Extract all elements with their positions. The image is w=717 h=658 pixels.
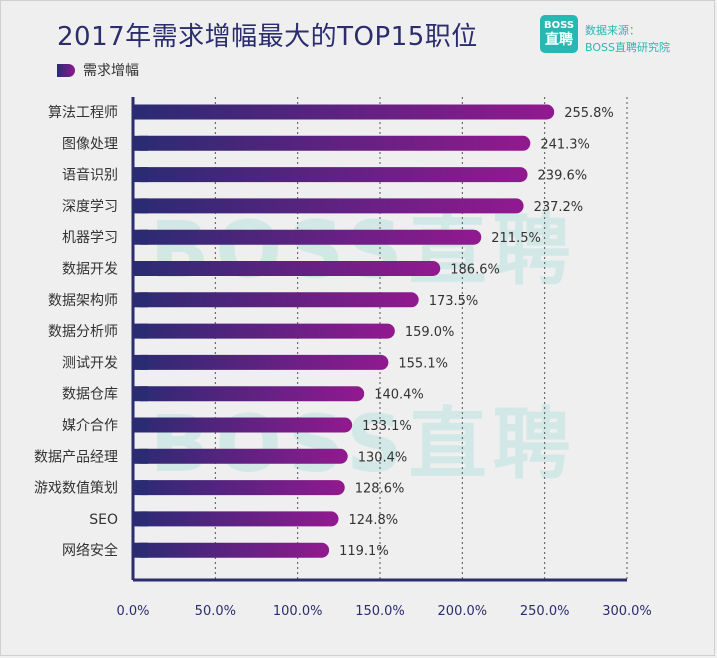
category-label: 数据开发 — [62, 262, 118, 278]
category-label: 数据仓库 — [62, 387, 118, 403]
bar-base — [133, 198, 148, 214]
bar — [133, 511, 339, 527]
x-tick-label: 150.0% — [355, 604, 405, 619]
value-label: 133.1% — [362, 419, 412, 434]
bar — [133, 354, 389, 370]
bar-base — [133, 167, 148, 183]
bar — [133, 261, 441, 276]
watermark-top: BOSS直聘 — [150, 206, 577, 296]
value-label: 237.2% — [534, 200, 584, 215]
category-label: 游戏数值策划 — [34, 480, 118, 497]
data-source: 数据来源： BOSS直聘研究院 — [585, 22, 670, 56]
bar-base — [133, 542, 148, 558]
bar — [133, 386, 365, 402]
value-label: 128.6% — [355, 482, 405, 497]
x-tick-label: 0.0% — [116, 604, 149, 619]
category-label: 媒介合作 — [62, 418, 118, 434]
watermark-bottom: BOSS直聘 — [150, 400, 577, 490]
category-label: SEO — [89, 512, 118, 528]
bar-base — [133, 386, 148, 402]
category-label: 数据分析师 — [48, 324, 118, 340]
bar — [133, 229, 482, 245]
category-label: 深度学习 — [62, 199, 118, 215]
legend-swatch — [57, 63, 75, 77]
category-label: 图像处理 — [62, 136, 118, 152]
bar — [133, 448, 348, 464]
category-label: 网络安全 — [62, 542, 118, 559]
x-tick-label: 50.0% — [195, 604, 236, 619]
bar — [133, 104, 555, 120]
bar — [133, 480, 345, 496]
brand-logo: BOSS 直聘 — [540, 15, 578, 53]
value-label: 255.8% — [564, 106, 614, 121]
bar-base — [133, 480, 148, 496]
category-label: 机器学习 — [62, 230, 118, 246]
bar — [133, 542, 330, 558]
category-label: 数据产品经理 — [34, 449, 118, 465]
value-label: 124.8% — [349, 513, 399, 528]
value-label: 119.1% — [339, 544, 389, 559]
bar-base — [133, 354, 148, 370]
bar-base — [133, 104, 148, 120]
chart-title: 2017年需求增幅最大的TOP15职位 — [57, 22, 478, 52]
value-label: 211.5% — [491, 231, 541, 246]
category-label: 语音识别 — [62, 167, 118, 184]
bar — [133, 417, 353, 433]
value-label: 140.4% — [374, 388, 424, 403]
category-label: 数据架构师 — [48, 293, 118, 309]
bar-base — [133, 229, 148, 245]
bar-base — [133, 261, 148, 276]
bar-base — [133, 323, 148, 339]
value-label: 130.4% — [358, 450, 408, 465]
bar — [133, 292, 419, 308]
bar — [133, 198, 524, 214]
bar-base — [133, 292, 148, 308]
x-tick-label: 250.0% — [520, 604, 570, 619]
value-label: 186.6% — [450, 263, 500, 278]
source-name: BOSS直聘研究院 — [585, 41, 670, 54]
bar-base — [133, 135, 148, 151]
bar-base — [133, 448, 148, 464]
value-label: 155.1% — [398, 356, 448, 371]
x-tick-label: 100.0% — [273, 604, 323, 619]
bar-base — [133, 511, 148, 527]
value-label: 239.6% — [538, 169, 588, 184]
value-label: 241.3% — [540, 137, 590, 152]
x-tick-label: 200.0% — [438, 604, 488, 619]
category-label: 测试开发 — [62, 355, 118, 371]
x-tick-label: 300.0% — [602, 604, 652, 619]
bar — [133, 135, 531, 151]
source-label: 数据来源： — [585, 24, 640, 37]
logo-text-bottom: 直聘 — [545, 32, 573, 48]
legend-label: 需求增幅 — [83, 63, 139, 79]
logo-text-top: BOSS — [543, 20, 575, 31]
bar — [133, 167, 528, 183]
value-label: 159.0% — [405, 325, 455, 340]
bar — [133, 323, 395, 339]
legend: 需求增幅 — [57, 60, 139, 80]
value-label: 173.5% — [429, 294, 479, 309]
bar-base — [133, 417, 148, 433]
category-label: 算法工程师 — [48, 105, 118, 121]
